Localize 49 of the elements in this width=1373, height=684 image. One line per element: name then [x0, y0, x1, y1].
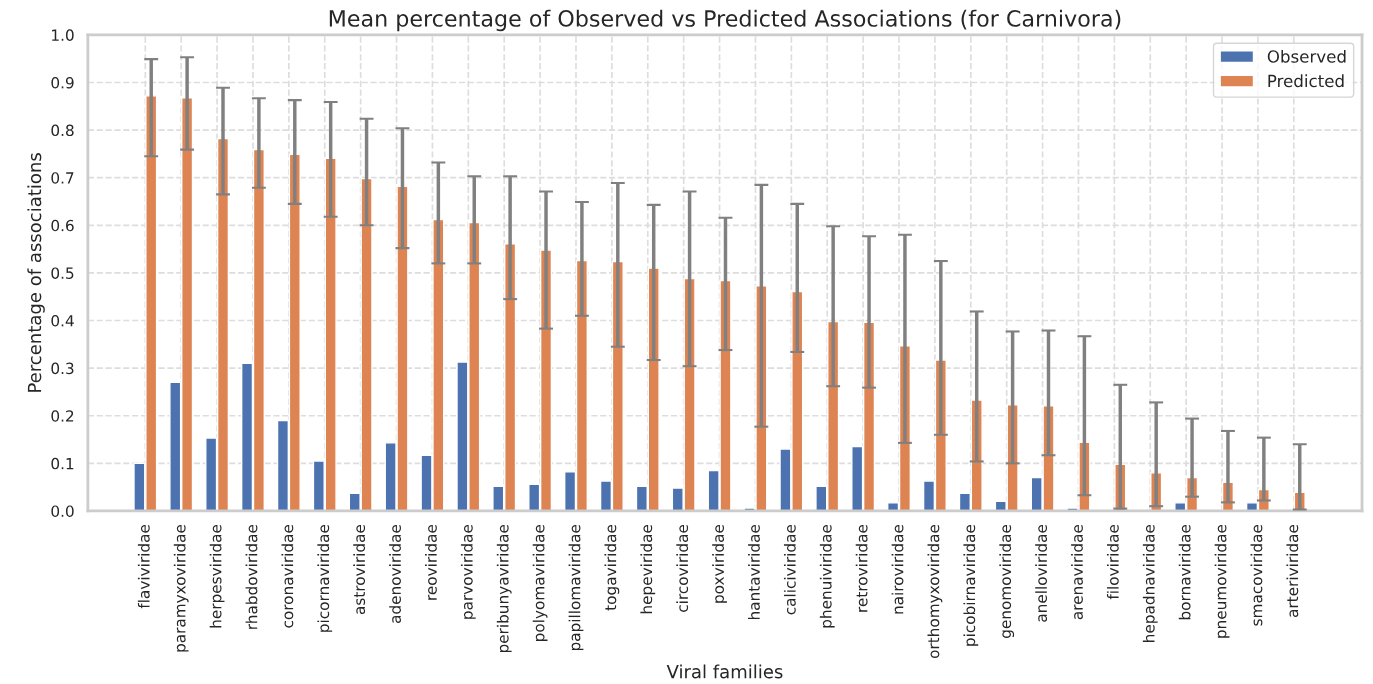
x-tick-label: poxviridae [712, 524, 727, 603]
x-tick-label: astroviridae [353, 524, 366, 615]
x-tick-label: smacoviridae [1250, 524, 1263, 626]
y-tick-label: 0.8 [51, 124, 74, 137]
x-tick-label: reoviridae [425, 524, 437, 600]
x-tick-label: genomoviridae [999, 524, 1015, 638]
x-tick-label: pneumoviridae [1214, 524, 1230, 638]
x-tick-label: herpesviridae [209, 524, 225, 628]
y-tick-label: 0.2 [51, 410, 74, 422]
legend-label: Observed [1267, 49, 1346, 63]
x-tick-label: parvoviridae [460, 524, 476, 619]
y-axis-title: Percentage of associations [27, 153, 45, 392]
x-tick-label: circoviridae [676, 524, 689, 612]
x-tick-label: adenoviridae [389, 524, 401, 623]
x-tick-label: coronaviridae [281, 524, 294, 628]
x-tick-label: peribunyaviridae [496, 524, 512, 653]
x-tick-label: paramyxoviridae [173, 524, 189, 652]
chart-title: Mean percentage of Observed vs Predicted Associations (for Carnivora) [329, 9, 1121, 32]
x-tick-label: filoviridae [1106, 524, 1119, 600]
x-tick-label: retroviridae [855, 524, 868, 612]
x-tick-label: polyomaviridae [532, 524, 548, 641]
x-tick-label: arteriviridae [1286, 524, 1299, 618]
x-tick-label: bornaviridae [1178, 524, 1191, 620]
legend-label: Predicted [1268, 74, 1344, 88]
y-tick-label: 0.4 [51, 314, 74, 327]
x-tick-label: phenuiviridae [819, 524, 835, 628]
y-tick-label: 0.7 [51, 172, 74, 184]
x-tick-label: arenaviridae [1071, 524, 1083, 620]
y-tick-label: 0.0 [51, 505, 74, 517]
y-tick-label: 0.1 [51, 457, 74, 470]
x-tick-label: picobirnaviridae [963, 524, 979, 646]
x-tick-label: hepeviridae [640, 524, 656, 614]
x-tick-label: togaviridae [604, 524, 620, 611]
y-tick-label: 0.5 [51, 267, 74, 279]
x-tick-label: flaviviridae [137, 524, 150, 609]
x-tick-label: hantaviridae [748, 524, 760, 620]
x-tick-label: papillomaviridae [568, 524, 584, 651]
x-tick-label: anelloviridae [1035, 524, 1048, 622]
x-tick-label: nairoviridae [891, 524, 904, 614]
y-tick-label: 0.6 [51, 219, 74, 232]
y-tick-label: 1.0 [52, 29, 74, 41]
x-tick-label: rhabdoviridae [245, 524, 258, 629]
y-tick-label: 0.3 [51, 362, 74, 375]
x-tick-label: picornaviridae [317, 524, 333, 632]
y-tick-label: 0.9 [51, 76, 74, 89]
x-axis-title: Viral families [666, 664, 783, 679]
x-tick-label: orthomyxoviridae [927, 524, 943, 659]
x-tick-label: caliciviridae [783, 524, 796, 615]
x-tick-label: hepadnaviridae [1142, 524, 1158, 642]
